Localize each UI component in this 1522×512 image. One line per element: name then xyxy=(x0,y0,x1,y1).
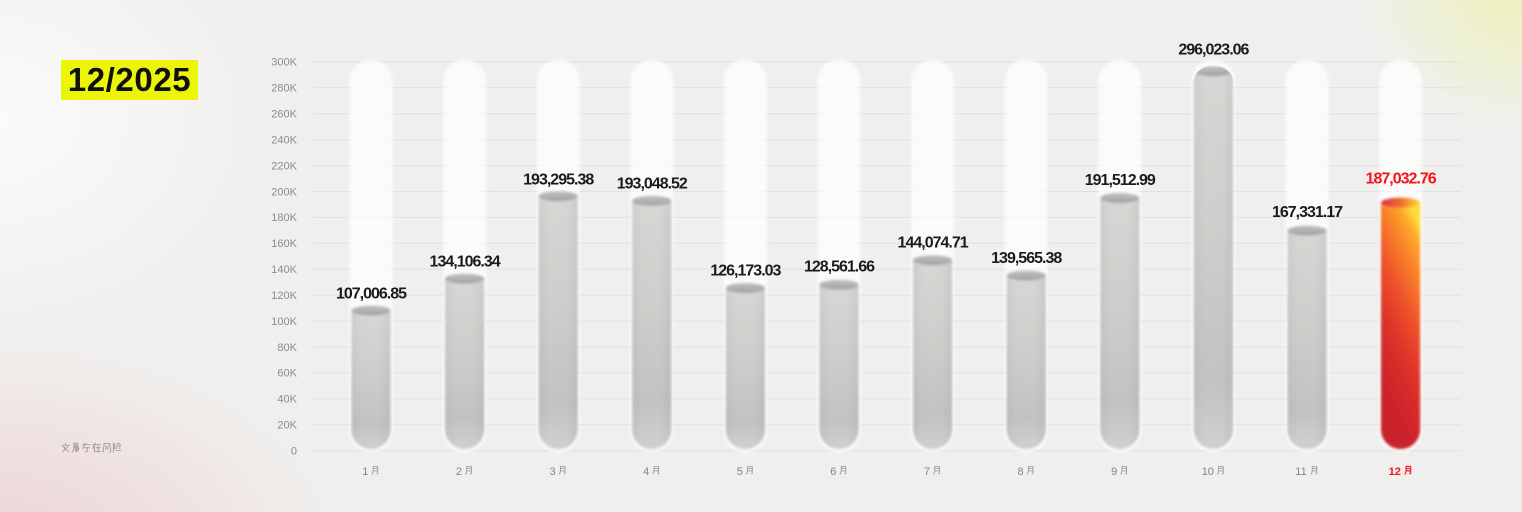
svg-text:180K: 180K xyxy=(271,212,297,224)
svg-text:80K: 80K xyxy=(277,342,297,354)
svg-text:8: 8 xyxy=(1018,466,1024,478)
svg-text:7: 7 xyxy=(924,466,930,478)
svg-text:6: 6 xyxy=(830,466,836,478)
svg-text:140K: 140K xyxy=(271,264,297,276)
svg-text:193,295.38: 193,295.38 xyxy=(523,172,594,189)
svg-text:107,006.85: 107,006.85 xyxy=(336,286,407,303)
svg-text:300K: 300K xyxy=(271,57,297,69)
svg-text:167,331.17: 167,331.17 xyxy=(1272,204,1343,221)
svg-text:280K: 280K xyxy=(271,83,297,95)
svg-text:100K: 100K xyxy=(271,316,297,328)
svg-text:9: 9 xyxy=(1111,466,1117,478)
svg-text:126,173.03: 126,173.03 xyxy=(710,262,781,279)
svg-text:220K: 220K xyxy=(271,160,297,172)
svg-text:1: 1 xyxy=(362,466,368,478)
svg-text:120K: 120K xyxy=(271,290,297,302)
svg-text:160K: 160K xyxy=(271,238,297,250)
svg-text:187,032.76: 187,032.76 xyxy=(1366,170,1437,187)
svg-text:0: 0 xyxy=(291,446,297,458)
svg-text:10: 10 xyxy=(1202,466,1214,478)
svg-text:296,023.06: 296,023.06 xyxy=(1178,41,1249,58)
svg-text:11: 11 xyxy=(1295,466,1306,478)
svg-text:2: 2 xyxy=(456,466,462,478)
svg-text:40K: 40K xyxy=(277,394,297,406)
svg-text:193,048.52: 193,048.52 xyxy=(617,176,688,193)
svg-text:128,561.66: 128,561.66 xyxy=(804,258,875,275)
svg-text:3: 3 xyxy=(550,466,556,478)
svg-text:240K: 240K xyxy=(271,135,297,147)
svg-text:5: 5 xyxy=(737,466,743,478)
svg-text:200K: 200K xyxy=(271,186,297,198)
svg-text:12: 12 xyxy=(1389,466,1401,478)
svg-text:144,074.71: 144,074.71 xyxy=(898,234,969,251)
svg-text:134,106.34: 134,106.34 xyxy=(430,253,501,270)
svg-text:20K: 20K xyxy=(277,420,297,432)
svg-text:4: 4 xyxy=(643,466,649,478)
svg-text:260K: 260K xyxy=(271,109,297,121)
svg-text:191,512.99: 191,512.99 xyxy=(1085,172,1156,189)
svg-text:60K: 60K xyxy=(277,368,297,380)
svg-text:139,565.38: 139,565.38 xyxy=(991,250,1062,267)
